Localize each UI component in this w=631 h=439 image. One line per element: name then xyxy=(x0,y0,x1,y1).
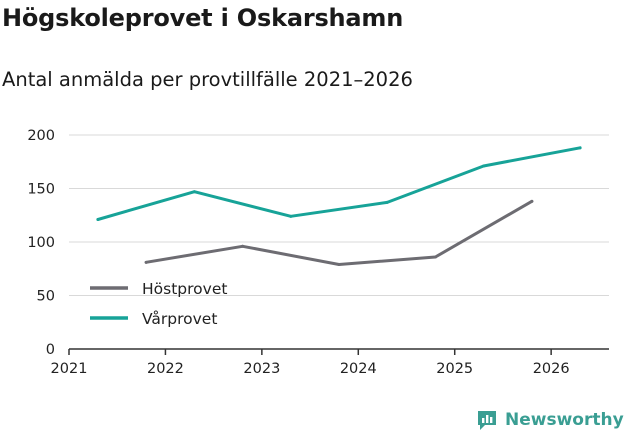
x-tick-label: 2022 xyxy=(147,361,184,377)
data-point xyxy=(241,244,245,248)
x-tick-label: 2021 xyxy=(51,361,88,377)
brand-logo: Newsworthy xyxy=(475,408,624,432)
y-tick-label: 200 xyxy=(27,128,55,144)
data-point xyxy=(530,199,534,203)
y-tick-label: 150 xyxy=(27,182,55,198)
x-tick-label: 2025 xyxy=(436,361,473,377)
legend-label: Höstprovet xyxy=(142,280,227,298)
chart-subtitle: Antal anmälda per provtillfälle 2021–202… xyxy=(2,68,413,91)
data-point xyxy=(192,190,196,194)
data-point xyxy=(578,146,582,150)
y-tick-label: 100 xyxy=(27,235,55,251)
series-line xyxy=(96,146,582,221)
x-tick-label: 2024 xyxy=(340,361,377,377)
x-tick-label: 2023 xyxy=(243,361,280,377)
data-point xyxy=(144,260,148,264)
chart-title: Högskoleprovet i Oskarshamn xyxy=(2,4,404,32)
brand-name: Newsworthy xyxy=(505,410,624,430)
y-tick-label: 50 xyxy=(37,289,55,305)
newsworthy-logo-icon xyxy=(478,411,496,430)
data-point xyxy=(289,214,293,218)
data-point xyxy=(433,255,437,259)
data-point xyxy=(385,200,389,204)
data-point xyxy=(337,262,341,266)
x-tick-label: 2026 xyxy=(533,361,570,377)
legend-label: Vårprovet xyxy=(142,310,217,328)
y-tick-label: 0 xyxy=(46,342,55,358)
data-point xyxy=(482,164,486,168)
data-point xyxy=(96,218,100,222)
